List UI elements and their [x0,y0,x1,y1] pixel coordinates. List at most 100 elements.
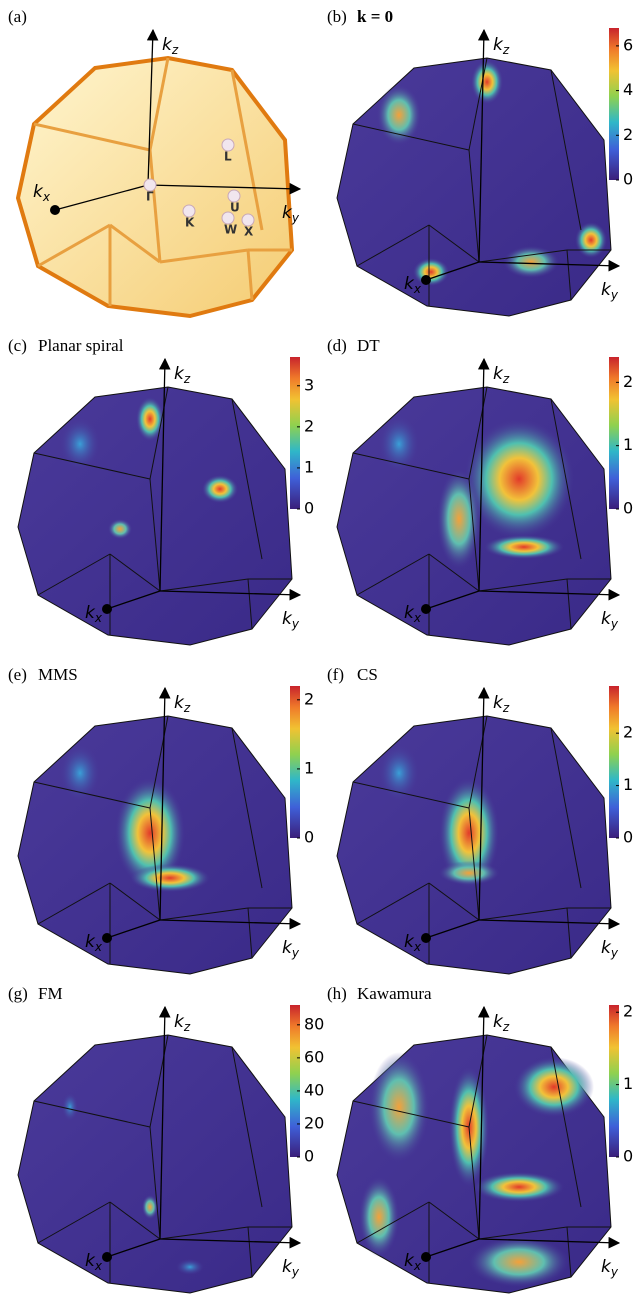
kx-axis [425,261,480,281]
zone-edge [566,578,572,630]
k-point-label: Γ [146,190,154,204]
panel-title: FM [38,984,63,1003]
kx-axis [425,1238,480,1258]
zone-edge [159,248,249,264]
zone-edge [468,1126,480,1240]
zone-edge [159,1226,249,1240]
kz-axis [477,1005,490,1240]
zone-edge [550,1046,582,1208]
axis-label-base: k [282,203,293,223]
colorbar-tick-label: 3 [304,375,314,394]
axis-label-sub: y [610,946,619,960]
ky-axis [159,917,302,930]
zone-edge [550,69,582,231]
panel-label: (e) [8,665,27,684]
axis-label-base: k [493,364,504,384]
k-point-label: U [230,201,240,215]
axis-label-z: kz [493,693,510,715]
axis-label-y: ky [601,1257,619,1279]
axis-label-z: kz [174,693,191,715]
zone-edge [37,882,111,925]
colorbar-tick-label: 1 [623,775,633,794]
intensity-spot [108,519,132,539]
zone-edge [247,578,253,630]
axis-label-sub: y [291,211,300,225]
zone-edge [352,123,470,151]
panel-label: (a) [8,7,27,26]
zone-edge [149,1034,169,1128]
kx-arrow-dot [421,1252,431,1262]
panel-title: k = 0 [357,7,393,26]
intensity-spot [62,1093,78,1121]
kx-arrow-dot [102,1252,112,1262]
panel-label: (g) [8,984,28,1003]
colorbar-tick-label: 6 [623,35,633,54]
k-point [241,213,255,227]
axis-label-base: k [601,609,612,629]
intensity-spot [142,1195,158,1219]
zone-edge [149,1126,161,1240]
colorbar-tick-label: 4 [623,80,633,99]
zone-edge [247,1226,253,1278]
axis-label-base: k [404,274,415,294]
kz-axis [477,28,490,263]
zone-edge [33,781,151,809]
axis-label-base: k [601,280,612,300]
axis-label-sub: x [413,282,422,296]
intensity-spot [176,1259,204,1275]
axis-label-base: k [174,364,185,384]
axis-label-x: kx [404,1251,422,1273]
colorbar-tick-label: 1 [623,1074,633,1093]
axis-label-base: k [493,693,504,713]
axis-label-base: k [174,1012,185,1032]
intensity-spot [471,60,503,104]
axis-label-x: kx [404,274,422,296]
ky-axis [159,588,302,601]
panel-title: MMS [38,665,78,684]
colorbar [609,686,619,838]
axis-label-base: k [493,1012,504,1032]
intensity-spot [60,418,100,470]
panel-title: Planar spiral [38,336,124,355]
zone-edge [468,807,480,921]
axis-label-x: kx [85,932,103,954]
colorbar [290,686,300,838]
kx-axis [425,590,480,610]
axis-label-sub: z [502,1020,510,1034]
k-point-label: X [244,225,254,239]
kx-arrow-dot [102,604,112,614]
zone-edge [356,882,430,925]
kx-arrow-dot [421,604,431,614]
colorbar [609,28,619,180]
axis-label-z: kz [493,364,510,386]
zone-edge [550,398,582,560]
axis-label-y: ky [601,280,619,302]
intensity-spot [379,416,419,472]
intensity-spot [136,397,164,441]
kx-arrow-dot [421,275,431,285]
axis-label-base: k [404,603,415,623]
axis-label-x: kx [85,1251,103,1273]
axis-label-z: kz [174,1012,191,1034]
kx-arrow-dot [50,205,60,215]
zone-edge [550,727,582,889]
axis-label-base: k [493,35,504,55]
intensity-spot [503,246,559,278]
zone-edge [109,882,161,921]
axis-label-base: k [404,932,415,952]
colorbar-tick-label: 2 [623,723,633,742]
zone-edge [428,882,480,921]
intensity-spot [464,419,574,539]
kx-arrow-dot [421,933,431,943]
axis-label-sub: z [183,372,191,386]
colorbar-tick-label: 2 [304,416,314,435]
kz-axis [477,357,490,592]
axis-label-base: k [282,1257,293,1277]
zone-edge [478,249,568,263]
zone-edge [159,907,249,921]
colorbar-tick-label: 2 [623,1002,633,1021]
zone-edge [478,907,568,921]
